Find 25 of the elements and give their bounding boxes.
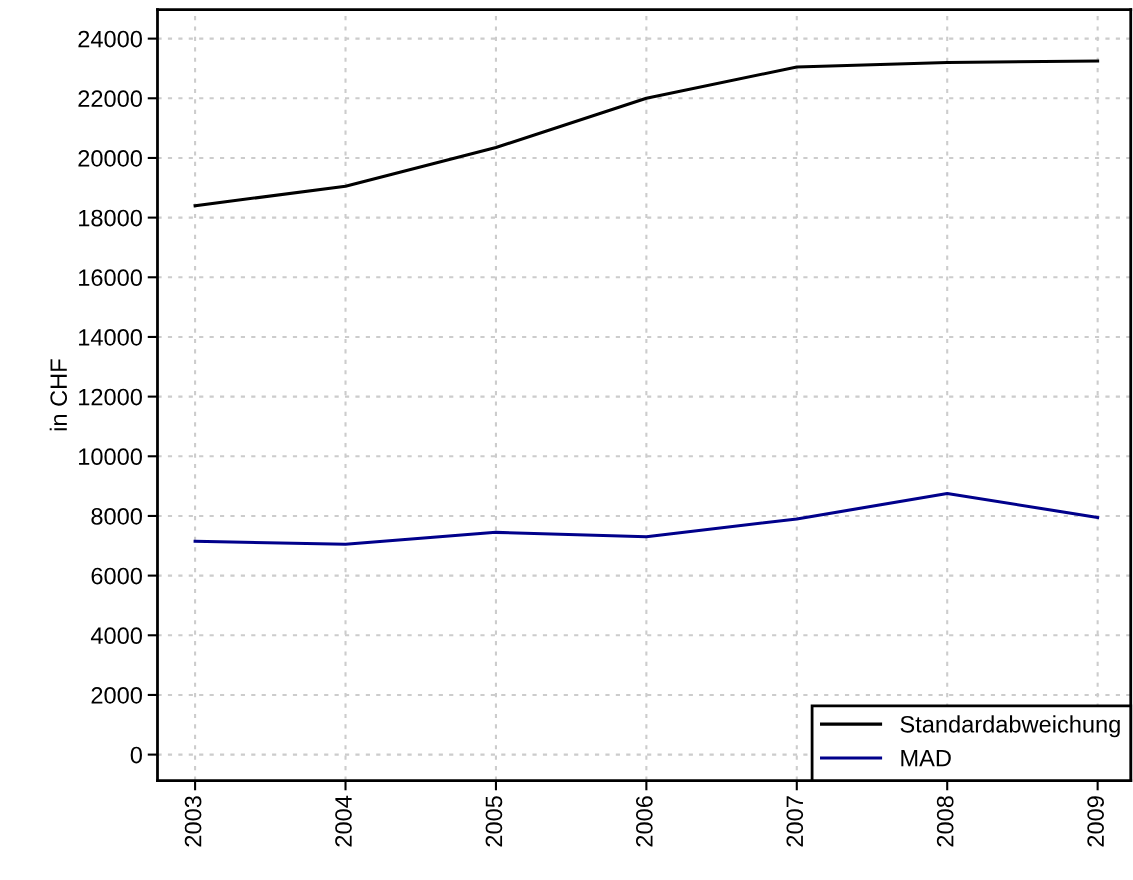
x-tick-label: 2004 <box>335 795 352 847</box>
x-tick-label: 2008 <box>936 796 954 847</box>
y-tick-label: 16000 <box>79 269 142 287</box>
legend-label: Standardabweichung <box>900 715 1120 738</box>
line-series <box>193 59 1100 208</box>
y-axis-title: in CHF <box>49 359 68 431</box>
y-tick-label: 20000 <box>78 150 142 167</box>
line-series <box>193 492 1100 546</box>
y-tick-label: 24000 <box>78 30 142 48</box>
x-tick-label: 2007 <box>786 796 804 847</box>
y-tick-label: 12000 <box>79 388 142 406</box>
y-tick-label: 8000 <box>91 508 142 525</box>
y-tick-label: 2000 <box>91 687 142 704</box>
y-tick-label: 22000 <box>78 90 142 108</box>
x-tick-label: 2009 <box>1087 796 1104 847</box>
y-tick-label: 18000 <box>79 209 142 227</box>
y-tick-label: 6000 <box>91 567 142 585</box>
x-tick-label: 2006 <box>635 796 653 847</box>
y-tick-label: 0 <box>130 746 142 764</box>
legend-label: MAD <box>901 749 951 767</box>
y-tick-label: 4000 <box>90 627 142 645</box>
x-tick-label: 2003 <box>184 796 202 847</box>
y-tick-label: 14000 <box>79 329 142 346</box>
x-tick-label: 2005 <box>485 796 503 847</box>
y-tick-label: 10000 <box>79 448 142 466</box>
